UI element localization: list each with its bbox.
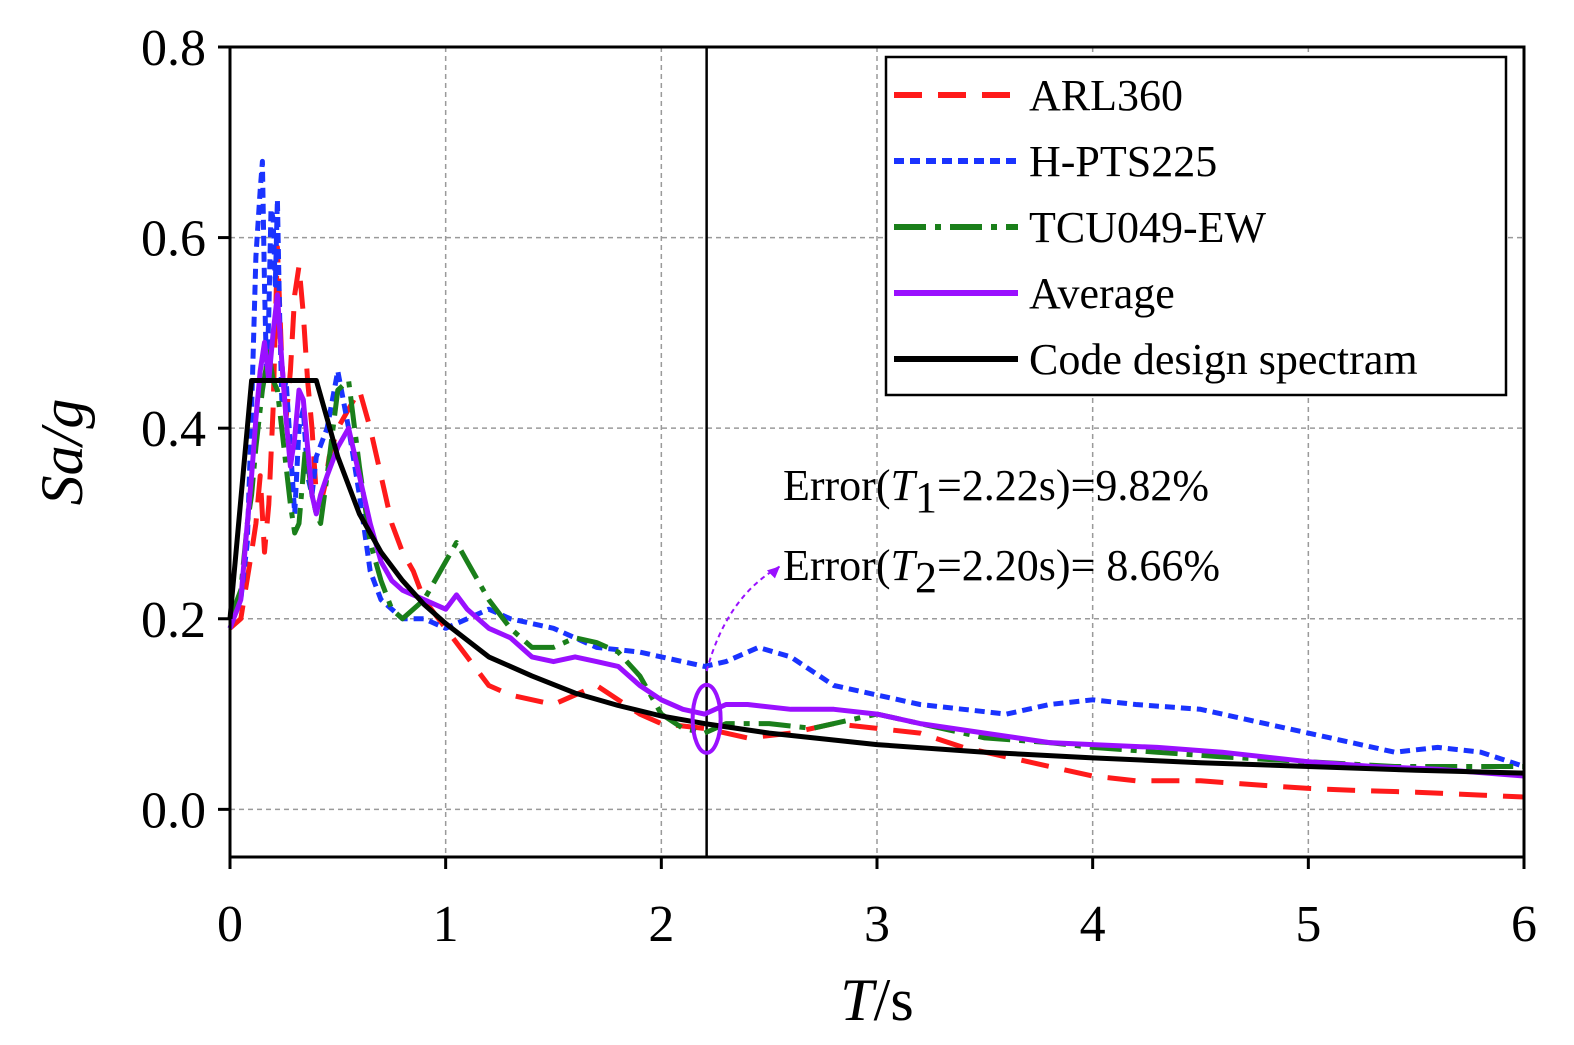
error-annotation-prefix: Error(: [783, 541, 891, 590]
error-annotation-subscript: 1: [915, 473, 937, 522]
annotation-shapes: [690, 565, 781, 755]
x-tick-label: 2: [648, 896, 674, 953]
error-annotation-symbol: T: [891, 461, 919, 510]
highlight-ellipse: [690, 682, 723, 755]
annotation-arrowhead: [766, 566, 780, 579]
annotation-arrow: [705, 565, 781, 672]
y-tick-label: 0.6: [141, 211, 206, 268]
y-axis-label: Sa/g: [29, 399, 95, 506]
annotation-texts: Error(T1=2.22s)=9.82%Error(T2=2.20s)= 8.…: [783, 461, 1220, 602]
y-tick-label: 0.0: [141, 782, 206, 839]
legend-label-4: Code design spectram: [1029, 335, 1418, 384]
ticks: 0 1 2 3 4 5 6 0.0 0.2 0.4 0.6 0.8: [141, 20, 1537, 953]
legend-box: [884, 55, 1508, 397]
error-annotation-symbol: T: [891, 541, 919, 590]
x-tick-label: 1: [433, 896, 459, 953]
y-tick-label: 0.8: [141, 20, 206, 77]
y-tick-label: 0.4: [141, 401, 206, 458]
error-annotation-subscript: 2: [915, 553, 937, 602]
y-axis-label-part2: a/g: [29, 399, 95, 476]
y-tick-label: 0.2: [141, 592, 206, 649]
legend-label-0: ARL360: [1029, 71, 1183, 120]
series-line-1: [227, 158, 1525, 769]
error-annotation-2: Error(T2=2.20s)= 8.66%: [783, 541, 1220, 602]
series-line-4: [227, 378, 1525, 776]
legend-label-1: H-PTS225: [1029, 137, 1217, 186]
x-tick-label: 4: [1080, 896, 1106, 953]
error-annotation-value: =2.20s)= 8.66%: [937, 541, 1220, 590]
error-annotation-1: Error(T1=2.22s)=9.82%: [783, 461, 1209, 522]
x-tick-label: 6: [1511, 896, 1537, 953]
series-line-2: [227, 349, 1524, 769]
x-tick-label: 3: [864, 896, 890, 953]
error-annotation-prefix: Error(: [783, 461, 891, 510]
x-tick-label: 5: [1295, 896, 1321, 953]
x-axis-label-unit: /s: [874, 967, 914, 1033]
legend-label-2: TCU049-EW: [1029, 203, 1267, 252]
legend: ARL360 H-PTS225 TCU049-EW Average Code desig…: [884, 55, 1508, 397]
x-axis-label: T/s: [840, 967, 913, 1033]
x-tick-label: 0: [217, 896, 243, 953]
legend-label-3: Average: [1029, 269, 1175, 318]
series-line-3: [227, 292, 1525, 779]
error-annotation-value: =2.22s)=9.82%: [937, 461, 1209, 510]
x-axis-label-italic: T: [840, 967, 877, 1033]
y-axis-label-part1: S: [29, 475, 95, 505]
series-group: [227, 158, 1525, 800]
